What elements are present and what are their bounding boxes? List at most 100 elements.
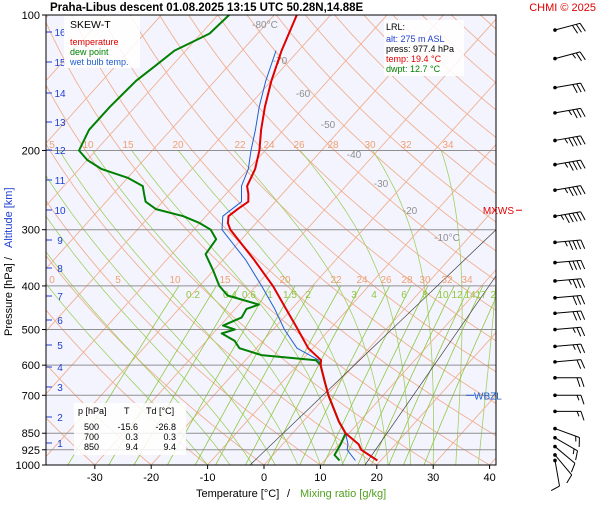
mixing-ratio-label: 6 [401, 290, 407, 301]
isotherm-label: -40 [347, 150, 362, 161]
lrl-altitude: alt: 275 m ASL [386, 34, 445, 44]
wind-barb-flag [576, 53, 581, 61]
wind-barb-flag [577, 360, 581, 369]
wind-barb [553, 344, 584, 353]
pressure-tick-label: 200 [22, 145, 40, 157]
altitude-label: 13 [54, 118, 66, 129]
pressure-tick-label: 300 [22, 225, 40, 237]
theta-label: 30 [419, 275, 431, 286]
altitude-label: 3 [57, 383, 63, 394]
wind-barb-flag [581, 378, 584, 387]
mixing-ratio-label: 8 [422, 290, 428, 301]
wind-barb-flag [573, 137, 578, 145]
mixing-ratio-label: 3 [351, 290, 357, 301]
wind-barb-halfflag [569, 110, 572, 115]
wind-barb-dot [553, 360, 557, 364]
wind-barb-flag [569, 138, 574, 146]
wind-barb [553, 136, 585, 146]
pressure-tick-label: 100 [22, 10, 40, 22]
wind-barb-flag [569, 241, 573, 250]
wind-barb [553, 410, 584, 421]
wind-barb-flag [577, 328, 581, 337]
theta-label: 32 [400, 140, 412, 151]
mixing-ratio-label: 1 [267, 290, 273, 301]
wind-barb-flag [581, 411, 584, 420]
legend-dewpoint: dew point [70, 47, 109, 57]
wind-barb-flag [573, 213, 578, 221]
theta-label: 10 [169, 275, 181, 286]
wind-barb [553, 393, 584, 404]
wind-barb-dot [553, 410, 557, 414]
theta-label: 28 [327, 140, 339, 151]
table-header-temperature: T [124, 406, 130, 416]
lrl-info: LRL: alt: 275 m ASL press: 977.4 hPa tem… [384, 20, 464, 76]
table-cell-temperature: 9.4 [125, 442, 138, 452]
temperature-tick-label: -30 [87, 472, 103, 484]
table-cell-dewpoint: -26.8 [155, 422, 176, 432]
wind-barb-flag [577, 137, 582, 145]
wind-barb-flag [573, 312, 577, 321]
y-axis-altitude-title: Altitude [km] [3, 187, 15, 248]
wind-barb-dot [553, 459, 557, 463]
wind-barb-flag [581, 108, 586, 116]
altitude-label: 2 [57, 413, 63, 424]
theta-label: 24 [263, 140, 275, 151]
theta-label: 5 [115, 275, 121, 286]
wind-barb-dot [553, 28, 557, 32]
theta-label: 24 [356, 275, 368, 286]
wind-barb-halfflag [565, 188, 568, 193]
wind-barb-dot [553, 214, 557, 218]
wind-barb-flag [577, 109, 582, 117]
wind-barb [553, 311, 584, 320]
y-axis-separator: / [3, 256, 15, 260]
wind-barb [553, 279, 584, 288]
x-axis-title: Temperature [°C] [196, 488, 279, 500]
mixing-ratio-label: 25 [508, 290, 520, 301]
wind-barbs [551, 23, 585, 490]
temperature-tick-label: 40 [483, 472, 495, 484]
wind-barb-halfflag [572, 54, 575, 58]
wind-barb-dot [553, 111, 557, 115]
wind-barb-halfflag [565, 241, 567, 246]
wind-barb-halfflag [573, 345, 575, 350]
wind-barb-flag [581, 240, 585, 249]
y-axis-title: Pressure [hPa] [3, 263, 15, 336]
wind-barb-shaft [555, 460, 560, 486]
pressure-tick-label: 1000 [16, 460, 40, 472]
isotherm-label: -50 [321, 120, 336, 131]
wind-barb-halfflag [561, 215, 564, 220]
wind-barb-flag [577, 161, 582, 169]
temperature-tick-label: 10 [314, 472, 326, 484]
altitude-label: 10 [54, 206, 66, 217]
pressure-tick-label: 400 [22, 281, 40, 293]
mixing-ratio-label: 4 [371, 290, 377, 301]
wind-barb [553, 186, 585, 196]
wind-barb-flag [577, 344, 581, 353]
wind-barb-flag [577, 261, 581, 270]
altitude-label: 6 [57, 316, 63, 327]
x-axis-separator: / [287, 488, 291, 500]
series-legend: SKEW-T temperature dew point wet bulb te… [64, 16, 140, 68]
mixing-ratio-label: 17 [475, 290, 487, 301]
theta-label: 34 [442, 140, 454, 151]
theta-label: 26 [293, 140, 305, 151]
theta-label: 26 [380, 275, 392, 286]
wind-barb-flag [573, 241, 577, 250]
altitude-label: 8 [57, 264, 63, 275]
pressure-tick-label: 500 [22, 325, 40, 337]
x-axis-mixing-title: Mixing ratio [g/kg] [300, 488, 386, 500]
wind-barb [553, 360, 584, 369]
wind-barb-flag [577, 84, 582, 92]
theta-label: 28 [401, 275, 413, 286]
wind-barb [553, 52, 585, 61]
wind-barb [553, 327, 584, 336]
wind-barb-dot [553, 328, 557, 332]
wind-barb-flag [577, 279, 581, 288]
wind-barb-dot [553, 445, 557, 449]
theta-label: 32 [441, 275, 453, 286]
wind-barb-flag [581, 395, 584, 404]
pressure-tick-label: 925 [22, 445, 40, 457]
